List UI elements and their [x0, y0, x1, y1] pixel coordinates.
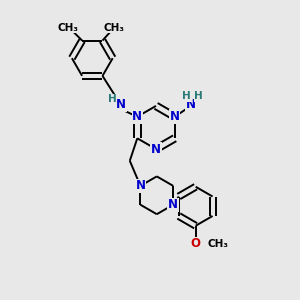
Text: N: N	[116, 98, 126, 111]
Text: CH₃: CH₃	[58, 22, 79, 33]
Text: H: H	[108, 94, 117, 104]
Text: CH₃: CH₃	[103, 22, 124, 33]
Text: N: N	[168, 198, 178, 211]
Text: N: N	[170, 110, 180, 123]
Text: N: N	[132, 110, 142, 123]
Text: N: N	[151, 142, 161, 156]
Text: O: O	[191, 237, 201, 250]
Text: CH₃: CH₃	[207, 239, 228, 249]
Text: H: H	[194, 91, 203, 101]
Text: N: N	[186, 98, 196, 111]
Text: H: H	[182, 91, 191, 101]
Text: N: N	[135, 179, 146, 192]
